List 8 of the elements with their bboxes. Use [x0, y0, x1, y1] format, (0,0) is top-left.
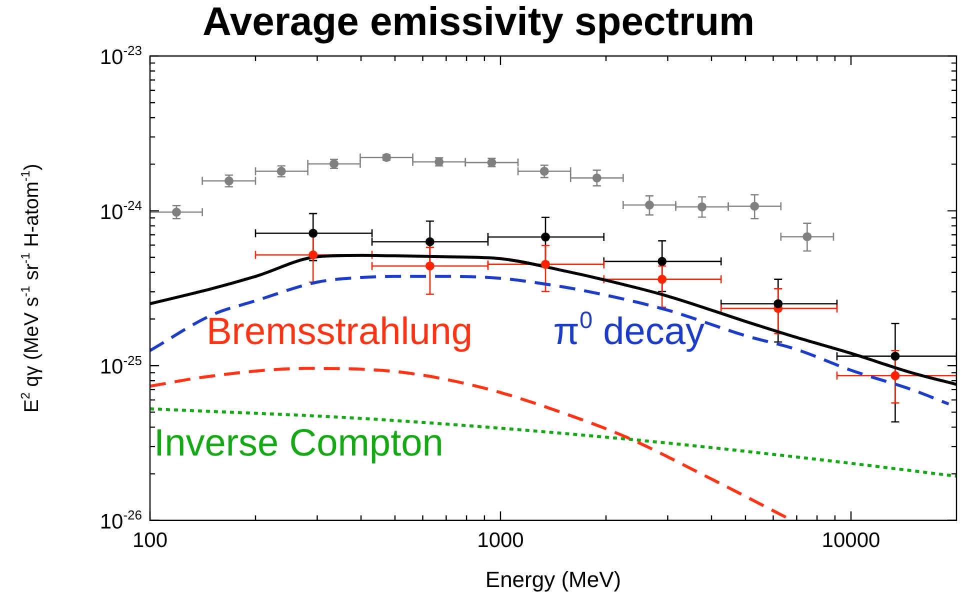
series-label: Bremsstrahlung [206, 310, 473, 353]
x-axis-title: Energy (MeV) [485, 566, 622, 592]
series-label: Inverse Compton [154, 422, 444, 464]
x-tick-label: 100 [132, 528, 168, 552]
chart-title: Average emissivity spectrum [202, 0, 755, 44]
x-tick-label: 1000 [477, 528, 524, 552]
text: E2 qγ (MeV s-1 sr-1 H-atom-1) [18, 164, 43, 413]
x-tick-label: 10000 [822, 528, 880, 552]
